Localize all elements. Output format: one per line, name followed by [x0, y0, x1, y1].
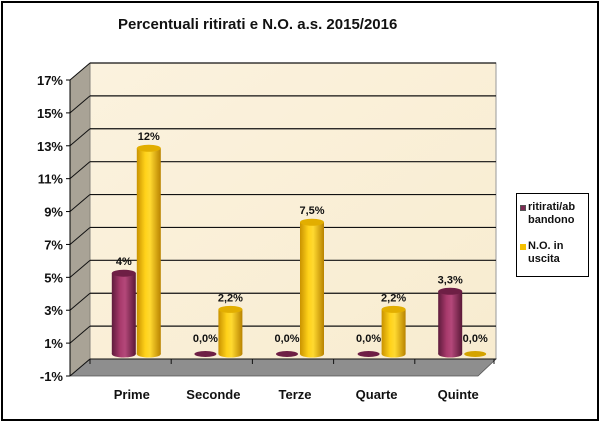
bar-flat: [194, 351, 217, 357]
data-label: 0,0%: [356, 333, 381, 345]
legend: ritirati/ab bandono N.O. in uscita: [516, 193, 589, 277]
bar-base: [218, 350, 243, 358]
bar-no-uscita: 2,2%: [381, 292, 406, 358]
bar-no-uscita: 0,0%: [463, 333, 488, 357]
y-tick-label: 11%: [38, 172, 64, 187]
bars: 4% 12% 0,0% 2,2% 0,0% 7,5% 0,0% 2,2% 3,3% 0,0%: [111, 131, 488, 358]
bar-no-uscita: 12%: [136, 131, 161, 358]
gridline-side: [69, 194, 91, 212]
gridline-side: [69, 227, 91, 245]
data-label: 0,0%: [463, 333, 488, 345]
y-tick-label: 3%: [44, 303, 63, 318]
y-tick-label: 17%: [37, 73, 63, 88]
y-tick-label: 15%: [37, 106, 63, 121]
bar-body: [438, 291, 463, 354]
y-tick-label: -1%: [40, 369, 64, 384]
bar-ritirati: 0,0%: [193, 333, 218, 357]
bar-base: [111, 350, 136, 358]
bar-no-uscita: 2,2%: [218, 292, 243, 358]
legend-item-ritirati: ritirati/ab bandono: [520, 201, 588, 227]
data-label: 2,2%: [218, 292, 243, 304]
gridline-side: [69, 128, 91, 147]
bar-base: [136, 350, 161, 358]
bar-flat: [464, 351, 487, 357]
y-tick-label: 7%: [44, 237, 63, 252]
y-axis: -1% 1% 3% 5% 7% 9% 11% 13% 15% 17%: [37, 73, 71, 384]
bar-base: [381, 350, 406, 358]
bar-flat: [357, 351, 380, 357]
bar-body: [218, 309, 243, 354]
x-tick-label: Quinte: [438, 387, 479, 402]
bar-top: [136, 144, 161, 152]
bar-body: [381, 309, 406, 354]
x-tick-label: Prime: [114, 387, 150, 402]
legend-label: uscita: [528, 253, 560, 265]
bar-body: [111, 273, 136, 354]
bar-top: [111, 269, 136, 277]
bar-ritirati: 4%: [111, 256, 136, 358]
bar-no-uscita: 7,5%: [299, 205, 325, 358]
legend-item-no-uscita: N.O. in uscita: [520, 240, 588, 266]
bar-top: [381, 305, 406, 313]
data-label: 4%: [116, 256, 132, 268]
legend-swatch-yellow: [520, 244, 526, 250]
legend-label: bandono: [528, 214, 575, 226]
data-label: 0,0%: [274, 333, 299, 345]
data-label: 3,3%: [438, 274, 463, 286]
gridline-side: [69, 358, 91, 377]
gridline-side: [69, 95, 91, 114]
data-label: 7,5%: [299, 205, 324, 217]
y-tick-label: 5%: [44, 270, 63, 285]
bar-ritirati: 3,3%: [438, 274, 463, 358]
data-label: 2,2%: [381, 292, 406, 304]
bar-body: [300, 222, 324, 354]
gridline-side: [69, 62, 91, 81]
gridline-side: [69, 161, 91, 180]
legend-label: N.O. in: [528, 240, 564, 252]
y-tick-label: 13%: [37, 139, 63, 154]
gridline-side: [69, 259, 91, 278]
legend-label: ritirati/ab: [528, 201, 576, 213]
y-tick-label: 9%: [44, 205, 63, 220]
bar-top: [300, 218, 324, 226]
chart-title: Percentuali ritirati e N.O. a.s. 2015/20…: [118, 16, 398, 33]
bar-base: [300, 350, 324, 358]
data-label: 0,0%: [193, 333, 218, 345]
bar-body: [136, 148, 161, 354]
bar-top: [218, 305, 243, 313]
floor: [68, 358, 498, 377]
gridline-side: [69, 292, 91, 311]
gridline-side: [69, 325, 91, 344]
x-tick-label: Quarte: [356, 387, 398, 402]
legend-swatch-purple: [520, 205, 526, 211]
data-label: 12%: [138, 131, 160, 143]
bar-ritirati: 0,0%: [274, 333, 300, 357]
x-tick-label: Seconde: [186, 387, 240, 402]
x-axis: Prime Seconde Terze Quarte Quinte: [89, 358, 496, 402]
y-tick-label: 1%: [44, 336, 63, 351]
bar-base: [438, 350, 463, 358]
bar-ritirati: 0,0%: [356, 333, 381, 357]
bar-flat: [276, 351, 298, 357]
x-tick-label: Terze: [279, 387, 312, 402]
bar-top: [438, 287, 463, 295]
